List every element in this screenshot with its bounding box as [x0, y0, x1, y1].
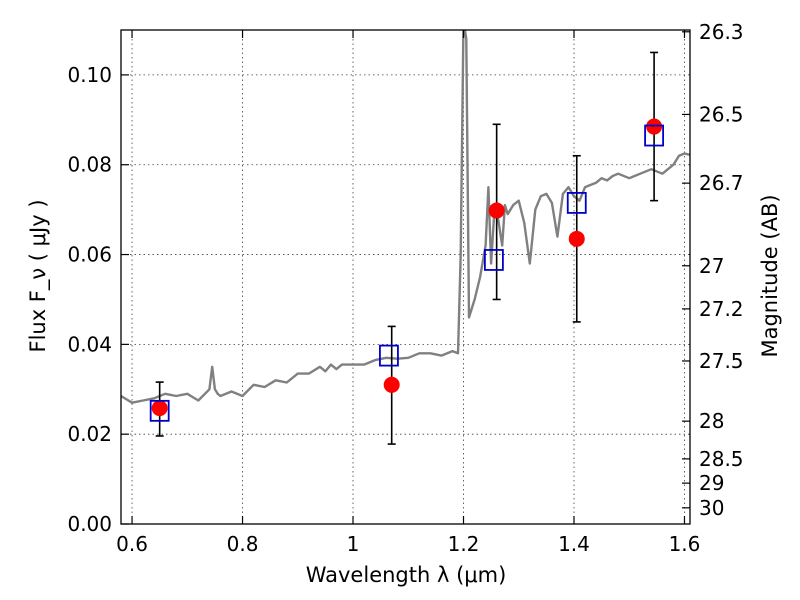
model-photometry-layer	[149, 124, 664, 422]
observed-point	[383, 376, 400, 393]
model-photometry-square	[379, 344, 399, 367]
y-tick-label: 0.06	[67, 243, 112, 267]
x-tick-label: 0.6	[116, 532, 148, 556]
y-tick-label: 0.02	[67, 422, 112, 446]
errorbar-layer	[155, 51, 659, 445]
y-tick-label: 0.04	[67, 332, 112, 356]
model-photometry-square	[483, 249, 504, 271]
x-tick-label: 1.2	[448, 532, 480, 556]
grid-lines	[121, 30, 690, 525]
plot-frame	[120, 29, 691, 525]
y-tick-label: 0.08	[67, 153, 112, 177]
model-photometry-square	[149, 399, 170, 422]
right-tick-label: 27	[699, 254, 724, 278]
y-tick-label: 0.10	[67, 63, 112, 87]
right-tick-label: 26.3	[699, 20, 744, 44]
observed-point	[568, 230, 585, 247]
axis-ticks	[121, 30, 690, 525]
y-axis-label: Flux F_ν ( μJy )	[26, 199, 51, 352]
x-tick-label: 1.6	[669, 532, 701, 556]
right-tick-label: 29	[699, 471, 724, 495]
x-tick-label: 1	[347, 532, 360, 556]
x-tick-labels: 0.6 0.8 1 1.2 1.4 1.6	[116, 532, 700, 556]
model-photometry-square	[566, 191, 587, 214]
right-tick-label: 26.5	[699, 102, 744, 126]
observed-point	[151, 400, 168, 417]
right-tick-label: 30	[699, 496, 724, 520]
model-spectrum-line	[121, 30, 690, 404]
model-spectrum-layer	[121, 30, 690, 404]
observed-points-layer	[151, 118, 663, 417]
y-tick-label: 0.00	[67, 512, 112, 536]
right-tick-label: 28	[699, 409, 724, 433]
right-tick-label: 26.7	[699, 171, 744, 195]
x-tick-label: 0.8	[227, 532, 259, 556]
x-axis-label: Wavelength λ (μm)	[306, 563, 507, 587]
y-tick-labels: 0.00 0.02 0.04 0.06 0.08 0.10	[67, 63, 112, 536]
right-tick-label: 28.5	[699, 447, 744, 471]
x-tick-label: 1.4	[558, 532, 590, 556]
model-photometry-square	[644, 124, 664, 147]
right-axis-label: Magnitude (AB)	[758, 194, 782, 357]
observed-point	[488, 202, 505, 219]
right-tick-label: 27.5	[699, 349, 744, 373]
right-tick-label: 27.2	[699, 297, 744, 321]
observed-point	[646, 118, 663, 135]
